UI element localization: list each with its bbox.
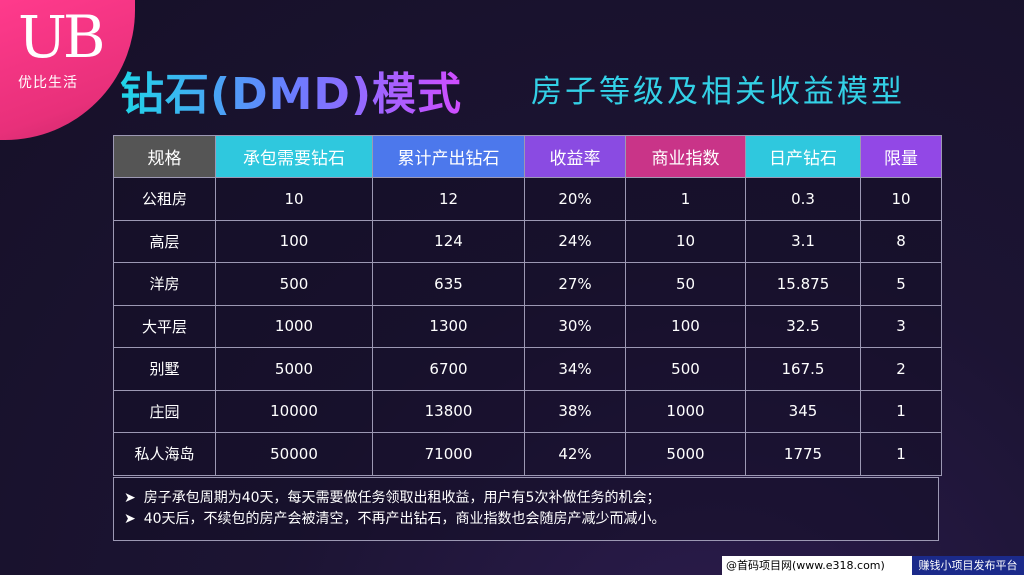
table-cell: 50000: [215, 432, 373, 476]
table-cell: 5: [860, 262, 942, 306]
table-cell: 500: [625, 347, 746, 391]
table-cell: 167.5: [745, 347, 861, 391]
note-text: 40天后，不续包的房产会被清空，不再产出钻石，商业指数也会随房产减少而减小。: [143, 511, 666, 527]
note-line: ➤ 房子承包周期为40天，每天需要做任务领取出租收益，用户有5次补做任务的机会；: [124, 488, 938, 509]
table-cell: 1000: [625, 389, 746, 433]
table-cell: 500: [215, 262, 373, 306]
table-cell: 大平层: [113, 304, 216, 348]
table-header-row: 规格 承包需要钻石 累计产出钻石 收益率 商业指数 日产钻石 限量: [113, 135, 942, 178]
header-contract-diamonds: 承包需要钻石: [215, 135, 373, 178]
table-cell: 10: [215, 177, 373, 221]
table-cell: 100: [625, 304, 746, 348]
arrow-icon: ➤: [124, 511, 136, 527]
table-cell: 0.3: [745, 177, 861, 221]
table-cell: 3.1: [745, 219, 861, 263]
watermark: @首码项目网(www.e318.com) 赚钱小项目发布平台: [722, 556, 1024, 575]
header-spec: 规格: [113, 135, 216, 178]
table-cell: 71000: [372, 432, 525, 476]
table-cell: 高层: [113, 219, 216, 263]
table-row: 私人海岛 50000 71000 42% 5000 1775 1: [113, 432, 942, 476]
header-daily-output: 日产钻石: [745, 135, 861, 178]
table-cell: 10000: [215, 389, 373, 433]
table-cell: 私人海岛: [113, 432, 216, 476]
table-cell: 124: [372, 219, 525, 263]
note-text: 房子承包周期为40天，每天需要做任务领取出租收益，用户有5次补做任务的机会；: [143, 490, 661, 506]
header-yield-rate: 收益率: [524, 135, 626, 178]
table-cell: 5000: [215, 347, 373, 391]
table-cell: 24%: [524, 219, 626, 263]
table-cell: 1775: [745, 432, 861, 476]
table-cell: 13800: [372, 389, 525, 433]
table-cell: 27%: [524, 262, 626, 306]
logo-mark: UB: [18, 3, 105, 71]
table-cell: 庄园: [113, 389, 216, 433]
table-cell: 8: [860, 219, 942, 263]
table-cell: 32.5: [745, 304, 861, 348]
table-cell: 5000: [625, 432, 746, 476]
table-cell: 公租房: [113, 177, 216, 221]
table-row: 大平层 1000 1300 30% 100 32.5 3: [113, 304, 942, 348]
table-row: 高层 100 124 24% 10 3.1 8: [113, 219, 942, 263]
table-cell: 20%: [524, 177, 626, 221]
table-cell: 30%: [524, 304, 626, 348]
table-cell: 10: [625, 219, 746, 263]
table-cell: 别墅: [113, 347, 216, 391]
logo-subtitle: 优比生活: [18, 75, 78, 91]
table-cell: 洋房: [113, 262, 216, 306]
table-cell: 50: [625, 262, 746, 306]
watermark-site: @首码项目网(www.e318.com): [726, 559, 885, 572]
table-cell: 15.875: [745, 262, 861, 306]
table-cell: 100: [215, 219, 373, 263]
header-limit: 限量: [860, 135, 942, 178]
header-total-output: 累计产出钻石: [372, 135, 525, 178]
note-line: ➤ 40天后，不续包的房产会被清空，不再产出钻石，商业指数也会随房产减少而减小。: [124, 509, 938, 530]
house-levels-table: 规格 承包需要钻石 累计产出钻石 收益率 商业指数 日产钻石 限量 公租房 10…: [113, 135, 942, 476]
table-cell: 1: [860, 432, 942, 476]
table-cell: 3: [860, 304, 942, 348]
table-cell: 2: [860, 347, 942, 391]
arrow-icon: ➤: [124, 490, 136, 506]
table-cell: 635: [372, 262, 525, 306]
page-subtitle: 房子等级及相关收益模型: [531, 74, 905, 110]
table-cell: 38%: [524, 389, 626, 433]
watermark-tagline: 赚钱小项目发布平台: [912, 556, 1024, 575]
table-cell: 12: [372, 177, 525, 221]
table-cell: 345: [745, 389, 861, 433]
table-row: 洋房 500 635 27% 50 15.875 5: [113, 262, 942, 306]
table-cell: 6700: [372, 347, 525, 391]
table-cell: 1: [860, 389, 942, 433]
table-row: 别墅 5000 6700 34% 500 167.5 2: [113, 347, 942, 391]
table-cell: 1300: [372, 304, 525, 348]
table-cell: 1: [625, 177, 746, 221]
header-business-index: 商业指数: [625, 135, 746, 178]
page-title: 钻石(DMD)模式: [120, 58, 462, 122]
notes-box: ➤ 房子承包周期为40天，每天需要做任务领取出租收益，用户有5次补做任务的机会； …: [113, 477, 939, 541]
table-row: 公租房 10 12 20% 1 0.3 10: [113, 177, 942, 221]
table-cell: 10: [860, 177, 942, 221]
table-cell: 42%: [524, 432, 626, 476]
table-row: 庄园 10000 13800 38% 1000 345 1: [113, 389, 942, 433]
table-cell: 1000: [215, 304, 373, 348]
table-cell: 34%: [524, 347, 626, 391]
